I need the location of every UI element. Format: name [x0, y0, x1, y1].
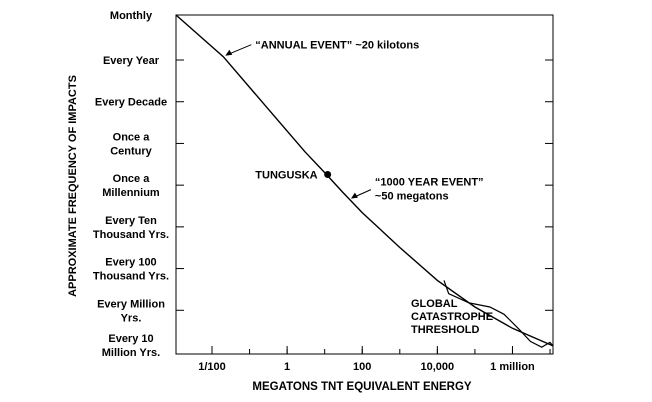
y-tick-label: Every Million — [97, 298, 165, 310]
impact-frequency-line — [175, 14, 554, 347]
y-tick-label: Monthly — [110, 10, 153, 22]
y-tick-label: Thousand Yrs. — [93, 271, 169, 283]
y-tick-label: Every 10 — [108, 333, 153, 345]
y-axis-title: APPROXIMATE FREQUENCY OF IMPACTS — [67, 75, 79, 297]
y-tick-label: Every Year — [103, 55, 160, 67]
series-layer — [175, 14, 554, 348]
catastrophe-threshold-region — [443, 280, 554, 348]
plot-frame — [175, 14, 554, 355]
y-tick-label: Millennium — [102, 187, 160, 199]
annual-event-arrow — [227, 44, 252, 56]
thousand-year-label-line1: “1000 YEAR EVENT” — [375, 177, 484, 189]
y-axis-ticks: Monthly Every Year Every Decade Once a Centu… — [93, 10, 553, 359]
y-tick-label: Every Decade — [95, 97, 167, 109]
annual-event-label: “ANNUAL EVENT” ~20 kilotons — [255, 40, 419, 52]
x-tick-label: 1 — [284, 361, 290, 373]
x-tick-label: 1 million — [490, 361, 535, 373]
annual-event-arrowhead — [225, 49, 233, 56]
threshold-label: THRESHOLD — [411, 324, 480, 336]
tunguska-label: TUNGUSKA — [255, 170, 317, 182]
tunguska-point — [324, 171, 332, 179]
threshold-label: CATASTROPHE — [411, 311, 493, 323]
threshold-label: GLOBAL — [411, 298, 458, 310]
x-tick-label: 100 — [353, 361, 371, 373]
y-tick-label: Yrs. — [121, 312, 142, 324]
thousand-year-label-line2: ~50 megatons — [375, 191, 449, 203]
y-tick-label: Every Ten — [105, 215, 157, 227]
x-tick-label: 1/100 — [198, 361, 226, 373]
y-tick-label: Million Yrs. — [102, 347, 160, 359]
x-axis-title: MEGATONS TNT EQUIVALENT ENERGY — [252, 381, 471, 393]
annotation-layer: TUNGUSKA “ANNUAL EVENT” ~20 kilotons “1000… — [225, 40, 493, 336]
y-tick-label: Thousand Yrs. — [93, 229, 169, 241]
y-tick-label: Once a — [113, 131, 151, 143]
y-tick-label: Once a — [113, 173, 151, 185]
thousand-year-arrowhead — [350, 192, 358, 199]
x-tick-label: 10,000 — [421, 361, 455, 373]
y-tick-label: Every 100 — [105, 257, 156, 269]
x-axis-ticks: 1/100 1 100 10,000 1 million — [198, 346, 551, 373]
y-tick-label: Century — [110, 145, 152, 157]
